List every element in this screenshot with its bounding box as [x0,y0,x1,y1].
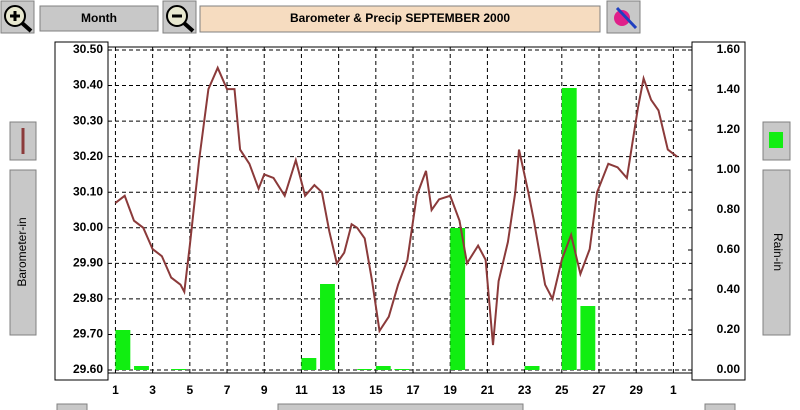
y-tick-label: 30.30 [73,113,103,127]
plot-area [107,46,693,374]
barometer-axis-button[interactable] [9,169,37,336]
rain-bar [561,88,577,370]
y2-axis-label: Rain-in [771,233,785,271]
x-tick-label: 15 [369,383,383,397]
barometer-line [114,65,678,346]
y2-tick-label: 0.60 [717,242,741,256]
y-tick-label: 29.90 [73,256,103,270]
month-button[interactable] [39,5,159,32]
x-tick-label: 1 [670,383,677,397]
y-tick-label: 30.50 [73,42,103,56]
y-tick-label: 29.80 [73,291,103,305]
rain-bar [580,306,596,370]
y-tick-label: 30.20 [73,149,103,163]
y-tick-label: 30.00 [73,220,103,234]
rain-swatch [769,132,783,148]
x-tick-label: 27 [592,383,606,397]
x-tick-label: 7 [224,383,231,397]
rain-bar [134,366,149,370]
x-tick-label: 11 [295,383,308,397]
scroll-left[interactable] [56,403,88,410]
rain-bar [357,369,373,370]
rain-bar [301,358,317,370]
x-tick-label: 29 [630,383,644,397]
y-tick-label: 30.40 [73,78,103,92]
x-tick-label: 9 [261,383,268,397]
rain-bar [375,366,391,370]
y2-tick-label: 1.40 [717,82,741,96]
zoom-in-button[interactable] [0,0,35,34]
x-tick-label: 21 [481,383,495,397]
x-tick-label: 25 [555,383,569,397]
y-tick-label: 29.70 [73,327,103,341]
y-axis-label: Barometer-in [15,217,29,286]
y2-axis-strip [691,41,746,381]
scroll-thumb[interactable] [277,403,524,410]
rain-bar [394,369,410,370]
y2-tick-label: 0.20 [717,322,741,336]
month-button-label[interactable]: Month [81,11,117,25]
y2-tick-label: 1.00 [717,162,741,176]
x-tick-label: 23 [518,383,532,397]
rain-bar [320,284,335,370]
y2-tick-label: 0.40 [717,282,741,296]
rain-bar [524,366,540,370]
color-button[interactable] [606,0,641,34]
x-tick-label: 17 [406,383,420,397]
y2-tick-label: 1.60 [717,42,741,56]
scroll-right[interactable] [704,403,736,410]
rain-bar [450,228,466,370]
x-tick-label: 19 [444,383,458,397]
y-axis-strip [54,41,109,381]
y-tick-label: 30.10 [73,184,103,198]
x-tick-label: 3 [149,383,156,397]
x-tick-label: 13 [332,383,346,397]
rain-axis-button[interactable] [762,169,791,336]
title-box [199,5,601,33]
y2-tick-label: 0.00 [717,362,741,376]
y2-tick-label: 0.80 [717,202,741,216]
rain-bar [171,369,187,370]
x-tick-label: 5 [186,383,193,397]
y2-tick-label: 1.20 [717,122,741,136]
chart-title: Barometer & Precip SEPTEMBER 2000 [290,11,510,25]
zoom-out-button[interactable] [162,0,197,34]
y-tick-label: 29.60 [73,362,103,376]
rain-bar [115,330,131,370]
x-tick-label: 1 [112,383,119,397]
